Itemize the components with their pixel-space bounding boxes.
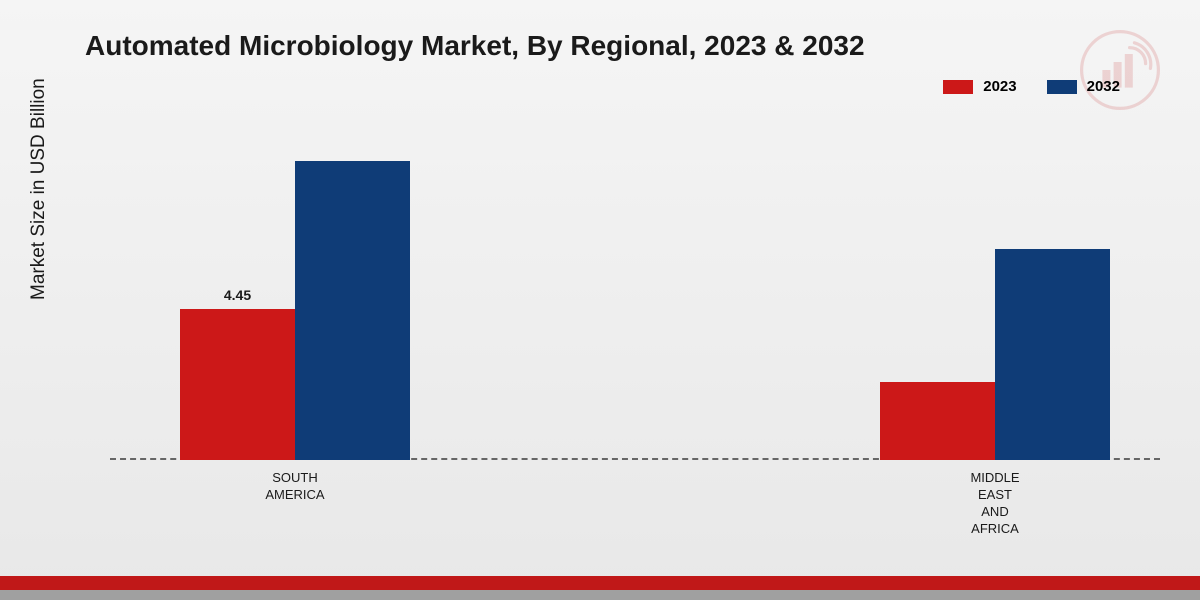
footer-red-bar [0, 576, 1200, 590]
x-axis-label: MIDDLEEASTANDAFRICA [935, 470, 1055, 538]
legend-item-2023: 2023 [943, 78, 1016, 95]
legend-label-2032: 2032 [1087, 78, 1120, 95]
legend-item-2032: 2032 [1047, 78, 1120, 95]
bar [295, 161, 410, 460]
bar-group [880, 249, 1110, 460]
bar: 4.45 [180, 309, 295, 460]
x-axis-label: SOUTHAMERICA [235, 470, 355, 504]
legend-swatch-2032 [1047, 80, 1077, 94]
bar-value-label: 4.45 [224, 287, 251, 303]
chart-plot-area: 4.45 [110, 120, 1160, 460]
legend-label-2023: 2023 [983, 78, 1016, 95]
legend-swatch-2023 [943, 80, 973, 94]
footer-gray-bar [0, 590, 1200, 600]
chart-title: Automated Microbiology Market, By Region… [85, 30, 865, 62]
bar-group: 4.45 [180, 161, 410, 460]
y-axis-label: Market Size in USD Billion [28, 78, 50, 300]
legend: 2023 2032 [943, 78, 1120, 95]
bar [995, 249, 1110, 460]
bar [880, 382, 995, 460]
watermark-logo [1080, 30, 1160, 110]
